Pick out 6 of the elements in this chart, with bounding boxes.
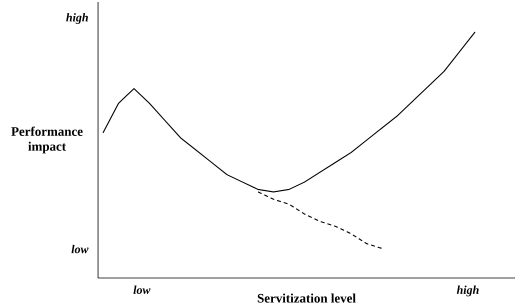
x-axis-title: Servitization level bbox=[258, 294, 356, 303]
text: low bbox=[72, 244, 89, 254]
text: high bbox=[456, 286, 479, 296]
y-axis-title: Performance impact bbox=[11, 126, 83, 154]
text: high bbox=[66, 13, 88, 24]
text: low bbox=[133, 286, 151, 294]
